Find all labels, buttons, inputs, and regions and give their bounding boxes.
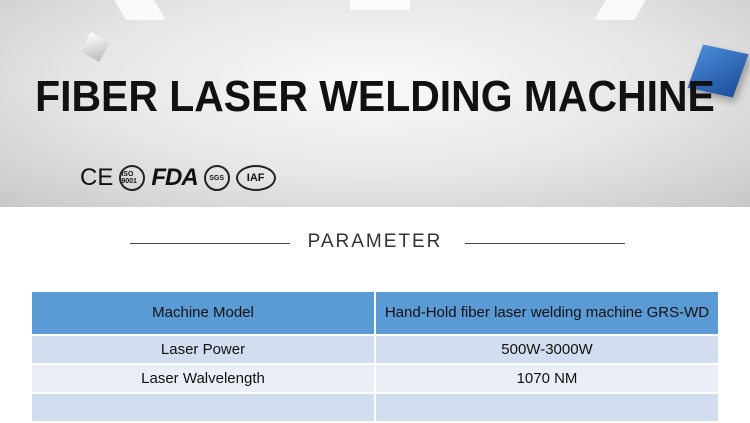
fda-logo: FDA [151, 164, 198, 191]
param-label: Machine Model [30, 290, 376, 336]
parameter-table: Machine Model Hand-Hold fiber laser weld… [30, 290, 720, 423]
table-row: Laser Power 500W-3000W [30, 334, 720, 365]
param-value [374, 392, 720, 423]
table-row: Machine Model Hand-Hold fiber laser weld… [30, 290, 720, 336]
certification-logos: CE ISO 9001 FDA SGS IAF [80, 164, 276, 191]
sgs-logo: SGS [203, 165, 230, 191]
param-label [30, 392, 376, 423]
hero-banner: FIBER LASER WELDING MACHINE CE ISO 9001 … [0, 0, 750, 207]
param-value: 1070 NM [374, 363, 720, 394]
table-row: Laser Walvelength 1070 NM [30, 363, 720, 394]
iaf-logo: IAF [235, 165, 276, 191]
divider-left [130, 243, 290, 244]
param-label: Laser Walvelength [30, 363, 376, 394]
white-cube-decoration [79, 31, 111, 63]
ce-logo: CE [80, 164, 114, 191]
section-heading: PARAMETER [307, 231, 443, 252]
param-label: Laser Power [30, 334, 376, 365]
param-value: Hand-Hold fiber laser welding machine GR… [374, 290, 720, 336]
divider-right [465, 243, 625, 244]
table-row [30, 392, 720, 423]
param-value: 500W-3000W [374, 334, 720, 365]
page-title: FIBER LASER WELDING MACHINE [35, 72, 715, 121]
iso-logo: ISO 9001 [119, 165, 146, 191]
